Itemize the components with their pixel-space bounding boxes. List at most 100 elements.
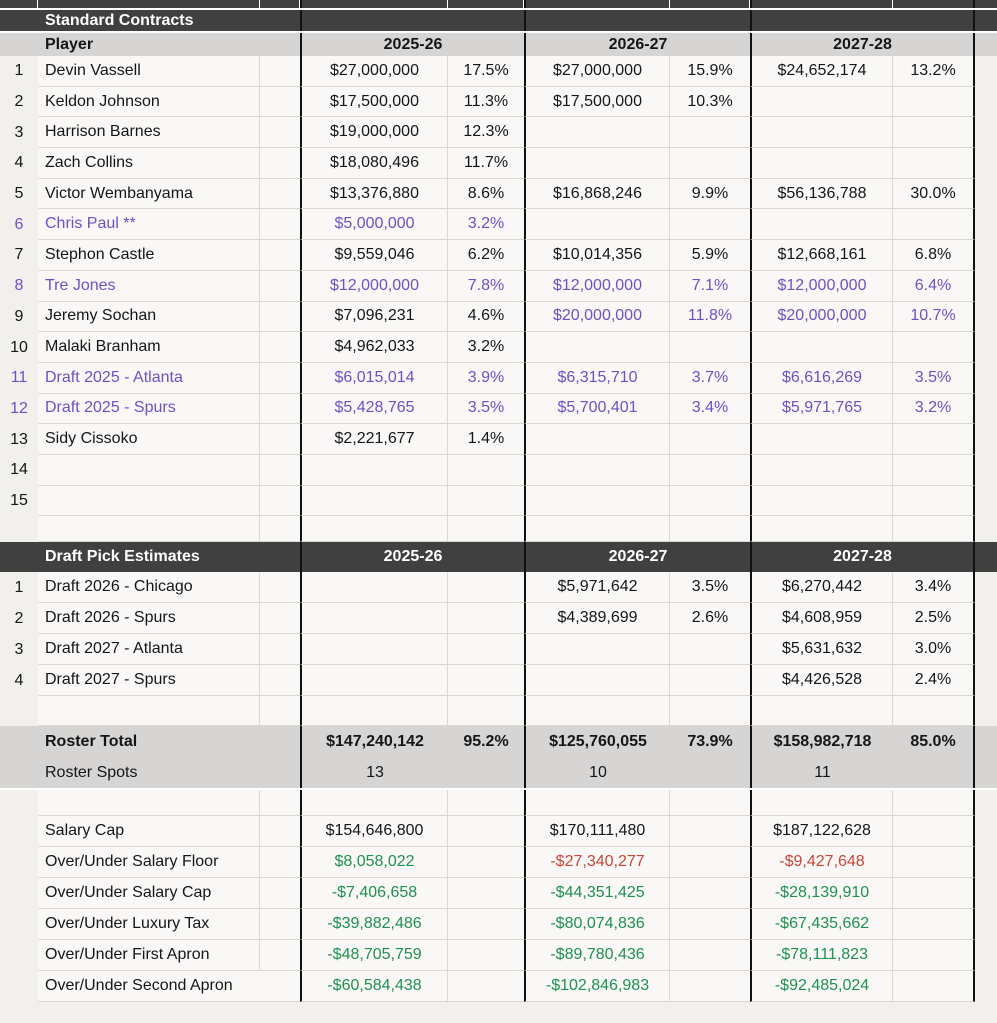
roster-total-salary[interactable]: $147,240,142 [300,726,448,758]
spacer-cell[interactable] [260,86,300,118]
roster-total-pct[interactable]: 73.9% [670,726,750,758]
pct-cell[interactable]: 3.5% [448,393,524,425]
pct-cell[interactable]: 11.8% [670,301,750,333]
pct-cell[interactable] [670,148,750,179]
pct-cell[interactable]: 5.9% [670,240,750,271]
pct-cell[interactable]: 4.6% [448,301,524,333]
pct-cell[interactable] [670,209,750,241]
empty-pct-cell[interactable] [893,971,975,1003]
salary-cell[interactable] [524,634,670,666]
spacer-cell[interactable] [260,209,300,241]
player-name-cell[interactable]: Malaki Branham [38,332,260,363]
spacer-cell[interactable] [260,332,300,363]
player-name-cell[interactable]: Draft 2026 - Chicago [38,572,260,604]
spacer-cell[interactable] [260,603,300,635]
pct-cell[interactable]: 3.2% [893,393,975,425]
salary-cell[interactable] [524,665,670,697]
salary-cell[interactable]: $16,868,246 [524,178,670,210]
pct-cell[interactable] [448,634,524,666]
pct-cell[interactable]: 1.4% [448,424,524,455]
spacer-cell[interactable] [260,424,300,455]
summary-value-cell[interactable]: -$39,882,486 [300,909,448,941]
pct-cell[interactable] [448,454,524,486]
pct-cell[interactable]: 3.2% [448,209,524,241]
salary-cell[interactable]: $6,616,269 [750,362,893,394]
summary-label-cell[interactable]: Over/Under First Apron [38,940,260,972]
spacer-cell[interactable] [260,878,300,910]
pct-cell[interactable]: 15.9% [670,56,750,87]
player-name-cell[interactable]: Draft 2025 - Atlanta [38,362,260,394]
salary-cell[interactable]: $27,000,000 [300,56,448,87]
pct-cell[interactable] [893,332,975,363]
salary-cell[interactable] [300,572,448,604]
season-header-2026-27[interactable]: 2026-27 [524,542,750,573]
pct-cell[interactable] [670,424,750,455]
salary-cell[interactable]: $17,500,000 [300,86,448,118]
spacer-cell[interactable] [260,909,300,941]
summary-value-cell[interactable]: -$78,111,823 [750,940,893,972]
empty-pct-cell[interactable] [893,816,975,848]
salary-cell[interactable] [300,603,448,635]
salary-cell[interactable] [524,148,670,179]
row-number[interactable]: 8 [14,277,24,295]
pct-cell[interactable]: 6.8% [893,240,975,271]
pct-cell[interactable]: 9.9% [670,178,750,210]
pct-cell[interactable]: 3.5% [670,572,750,604]
player-name-cell[interactable]: Victor Wembanyama [38,178,260,210]
player-name-cell[interactable]: Jeremy Sochan [38,301,260,333]
pct-cell[interactable] [670,454,750,486]
empty-pct-cell[interactable] [893,940,975,972]
pct-cell[interactable]: 7.8% [448,270,524,302]
player-name-cell[interactable]: Harrison Barnes [38,117,260,149]
summary-value-cell[interactable]: -$9,427,648 [750,847,893,879]
pct-cell[interactable] [893,485,975,517]
pct-cell[interactable]: 6.2% [448,240,524,271]
pct-cell[interactable] [670,332,750,363]
summary-value-cell[interactable]: -$80,074,836 [524,909,670,941]
empty-pct-cell[interactable] [448,847,524,879]
pct-cell[interactable] [893,117,975,149]
player-name-cell[interactable]: Sidy Cissoko [38,424,260,455]
salary-cell[interactable]: $6,270,442 [750,572,893,604]
empty-pct-cell[interactable] [448,909,524,941]
spacer-cell[interactable] [260,572,300,604]
salary-cell[interactable]: $5,631,632 [750,634,893,666]
salary-cell[interactable] [300,634,448,666]
season-header-2026-27[interactable]: 2026-27 [524,33,750,56]
salary-cell[interactable]: $56,136,788 [750,178,893,210]
salary-cell[interactable] [750,86,893,118]
summary-label-cell[interactable]: Over/Under Luxury Tax [38,909,260,941]
roster-total-salary[interactable]: $125,760,055 [524,726,670,758]
salary-cell[interactable] [524,454,670,486]
salary-cell[interactable]: $4,426,528 [750,665,893,697]
empty-pct-cell[interactable] [670,909,750,941]
salary-cell[interactable]: $4,608,959 [750,603,893,635]
pct-cell[interactable] [670,634,750,666]
salary-cell[interactable]: $7,096,231 [300,301,448,333]
spacer-cell[interactable] [260,56,300,87]
pct-cell[interactable]: 3.5% [893,362,975,394]
salary-cell[interactable] [524,209,670,241]
summary-value-cell[interactable]: -$7,406,658 [300,878,448,910]
summary-value-cell[interactable]: $187,122,628 [750,816,893,848]
spacer-cell[interactable] [260,362,300,394]
roster-spots-count[interactable]: 11 [750,757,893,789]
salary-cell[interactable]: $12,000,000 [524,270,670,302]
pct-cell[interactable] [893,209,975,241]
row-number[interactable]: 1 [14,62,24,80]
pct-cell[interactable] [893,424,975,455]
empty-pct-cell[interactable] [670,940,750,972]
salary-cell[interactable]: $2,221,677 [300,424,448,455]
pct-cell[interactable] [448,603,524,635]
player-name-cell[interactable]: Draft 2027 - Atlanta [38,634,260,666]
empty-pct-cell[interactable] [670,816,750,848]
spacer-cell[interactable] [260,393,300,425]
season-header-2027-28[interactable]: 2027-28 [750,542,975,573]
player-name-cell[interactable]: Tre Jones [38,270,260,302]
pct-cell[interactable]: 10.7% [893,301,975,333]
salary-cell[interactable] [750,454,893,486]
summary-value-cell[interactable]: -$102,846,983 [524,971,670,1003]
pct-cell[interactable]: 2.6% [670,603,750,635]
salary-cell[interactable]: $5,000,000 [300,209,448,241]
spacer-cell[interactable] [260,665,300,697]
